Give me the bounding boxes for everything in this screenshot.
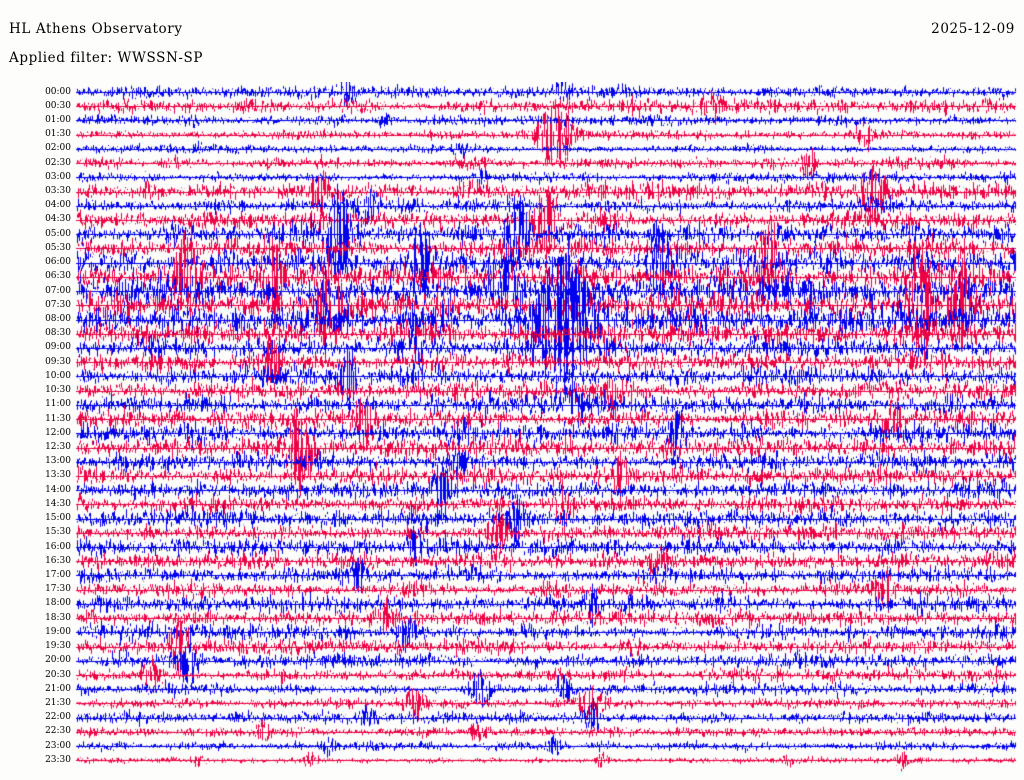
time-axis-tick: 08:30 xyxy=(45,328,71,339)
time-axis-tick: 05:00 xyxy=(45,228,71,239)
time-axis-tick: 14:00 xyxy=(45,484,71,495)
time-axis-tick: 18:00 xyxy=(45,598,71,609)
time-axis-tick: 17:00 xyxy=(45,569,71,580)
time-axis-tick: 15:00 xyxy=(45,513,71,524)
time-axis-tick: 04:00 xyxy=(45,200,71,211)
time-axis-tick: 09:30 xyxy=(45,356,71,367)
time-axis-tick: 13:00 xyxy=(45,456,71,467)
time-axis-tick: 04:30 xyxy=(45,214,71,225)
time-axis-tick: 01:00 xyxy=(45,114,71,125)
time-axis: 00:00 00:30 01:00 01:30 02:00 02:30 03:00 03:30… xyxy=(22,82,74,780)
time-axis-tick: 22:00 xyxy=(45,712,71,723)
time-axis-tick: 10:00 xyxy=(45,370,71,381)
time-axis-tick: 02:00 xyxy=(45,143,71,154)
time-axis-tick: 00:30 xyxy=(45,100,71,111)
time-axis-tick: 13:30 xyxy=(45,470,71,481)
time-axis-tick: 03:00 xyxy=(45,171,71,182)
time-axis-tick: 06:00 xyxy=(45,257,71,268)
page-title: HL Athens Observatory xyxy=(9,21,183,37)
time-axis-tick: 01:30 xyxy=(45,129,71,140)
time-axis-tick: 03:30 xyxy=(45,186,71,197)
time-axis-tick: 12:30 xyxy=(45,442,71,452)
time-axis-tick: 11:00 xyxy=(45,399,71,410)
time-axis-tick: 09:00 xyxy=(45,342,71,353)
time-axis-tick: 17:30 xyxy=(45,584,71,595)
time-axis-tick: 10:30 xyxy=(45,385,71,396)
time-axis-tick: 19:00 xyxy=(45,626,71,637)
time-axis-tick: 20:30 xyxy=(45,669,71,680)
time-axis-tick: 22:30 xyxy=(45,726,71,737)
time-axis-tick: 16:00 xyxy=(45,541,71,552)
time-axis-tick: 20:00 xyxy=(45,655,71,666)
time-axis-tick: 21:30 xyxy=(45,697,71,708)
time-axis-tick: 21:00 xyxy=(45,683,71,694)
time-axis-tick: 11:30 xyxy=(45,413,71,424)
time-axis-tick: 23:00 xyxy=(45,740,71,751)
filter-label: Applied filter: WWSSN-SP xyxy=(9,50,204,66)
seismic-trace-canvas xyxy=(0,82,1024,780)
time-axis-tick: 02:30 xyxy=(45,157,71,168)
helicorder-plot: 00:00 00:30 01:00 01:30 02:00 02:30 03:00 03:30… xyxy=(0,82,1024,780)
time-axis-tick: 08:00 xyxy=(45,314,71,325)
time-axis-tick: 05:30 xyxy=(45,242,71,253)
time-axis-tick: 07:30 xyxy=(45,299,71,310)
header-bar: HL Athens Observatory Applied filter: WW… xyxy=(0,0,1024,82)
time-axis-tick: 15:30 xyxy=(45,527,71,538)
time-axis-tick: 14:30 xyxy=(45,498,71,509)
time-axis-tick: 07:00 xyxy=(45,285,71,296)
time-axis-tick: 23:30 xyxy=(45,754,71,765)
time-axis-tick: 19:30 xyxy=(45,641,71,652)
time-axis-tick: 00:00 xyxy=(45,86,71,97)
time-axis-tick: 12:00 xyxy=(45,427,71,438)
date-label: 2025-12-09 xyxy=(931,21,1015,37)
time-axis-tick: 16:30 xyxy=(45,555,71,566)
time-axis-tick: 06:30 xyxy=(45,271,71,282)
time-axis-tick: 18:30 xyxy=(45,612,71,623)
